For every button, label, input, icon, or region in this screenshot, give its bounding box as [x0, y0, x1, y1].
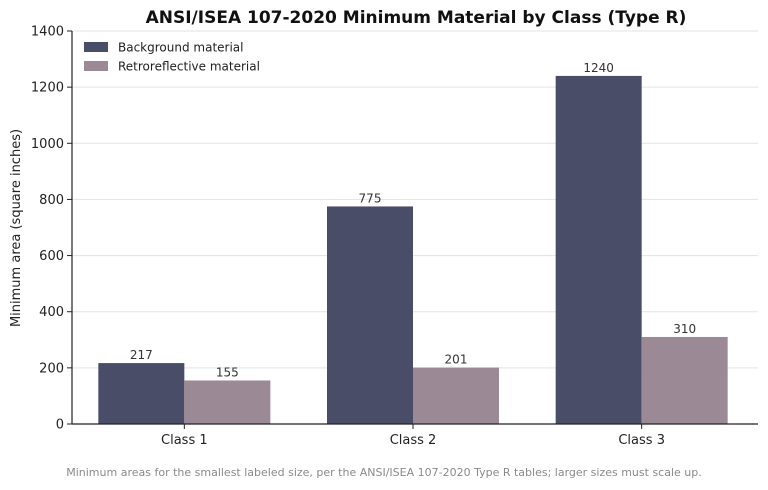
bar-background-3 — [555, 75, 642, 425]
y-tick-label: 600 — [39, 249, 64, 264]
y-axis-label: Minimum area (square inches) — [9, 129, 24, 327]
legend-swatch — [84, 61, 108, 71]
gridlines — [72, 30, 758, 369]
bar-retroreflective-3 — [641, 336, 728, 424]
bar-value-labels: 217 155 775 201 1240 310 — [130, 61, 696, 380]
x-tick-label: Class 3 — [618, 433, 665, 448]
bar-chart: ANSI/ISEA 107-2020 Minimum Material by C… — [9, 8, 758, 448]
axes — [67, 30, 758, 429]
bar-value-label: 201 — [445, 353, 468, 367]
y-tick-label: 0 — [56, 418, 64, 433]
bar-value-label: 1240 — [583, 61, 614, 75]
bar-retroreflective-1 — [184, 380, 271, 424]
y-tick-labels: 0 200 400 600 800 1000 1200 1400 — [31, 25, 64, 433]
bars — [98, 75, 728, 425]
y-tick-label: 1000 — [31, 137, 64, 152]
y-tick-label: 1400 — [31, 25, 64, 40]
x-tick-label: Class 1 — [161, 433, 208, 448]
y-tick-label: 400 — [39, 305, 64, 320]
bar-background-2 — [327, 206, 413, 424]
y-tick-label: 200 — [39, 361, 64, 376]
x-tick-label: Class 2 — [390, 433, 437, 448]
legend-label: Background material — [118, 41, 244, 55]
y-tick-label: 1200 — [31, 81, 64, 96]
chart-title: ANSI/ISEA 107-2020 Minimum Material by C… — [146, 8, 687, 28]
chart-caption: Minimum areas for the smallest labeled s… — [66, 466, 702, 479]
bar-background-1 — [98, 363, 185, 424]
x-tick-labels: Class 1 Class 2 Class 3 — [161, 433, 665, 448]
legend-label: Retroreflective material — [118, 60, 260, 74]
bar-value-label: 310 — [673, 322, 696, 336]
legend: Background material Retroreflective mater… — [84, 41, 260, 74]
bar-value-label: 217 — [130, 348, 153, 362]
legend-swatch — [84, 42, 108, 52]
bar-value-label: 155 — [216, 365, 239, 379]
bar-retroreflective-2 — [413, 367, 499, 424]
y-tick-label: 800 — [39, 193, 64, 208]
bar-value-label: 775 — [359, 191, 382, 205]
